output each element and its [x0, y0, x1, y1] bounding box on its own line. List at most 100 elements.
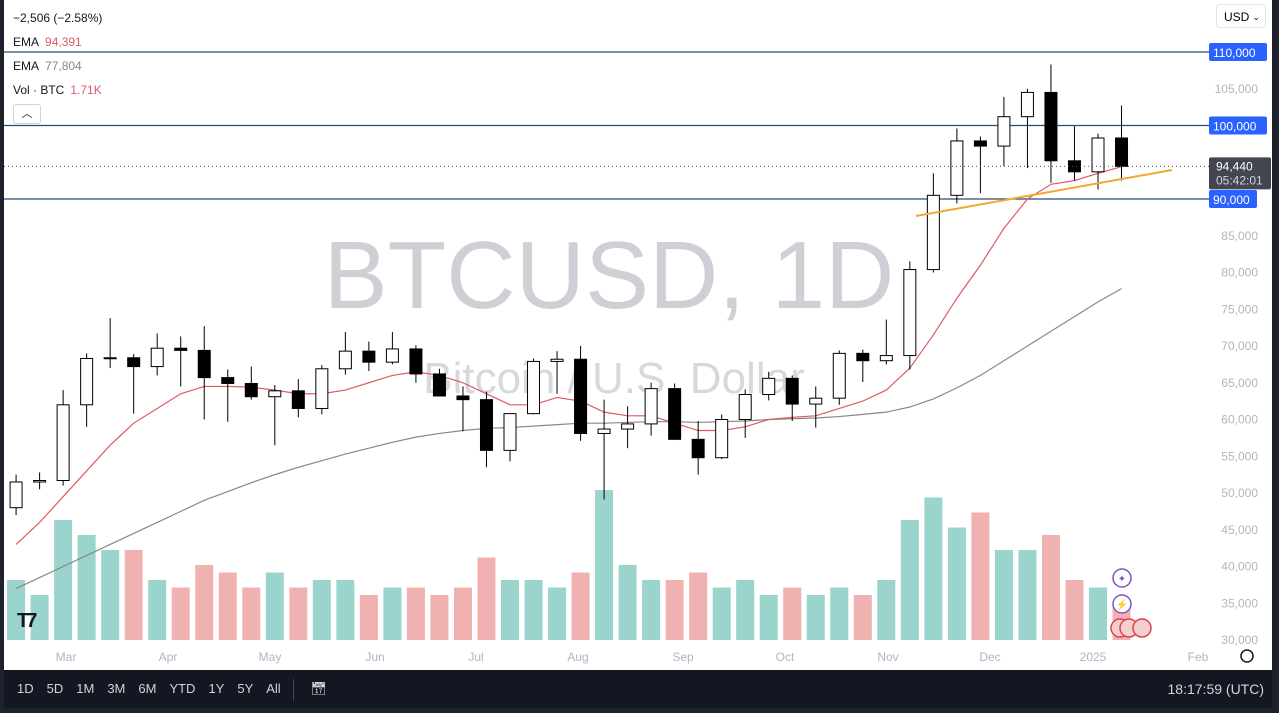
- volume-bar: [1089, 587, 1107, 640]
- legend: −2,506 (−2.58%) EMA 94,391 EMA 77,804 Vol …: [13, 6, 102, 124]
- y-tick-label: 85,000: [1221, 229, 1258, 243]
- range-1m[interactable]: 1M: [76, 681, 95, 696]
- volume-bar: [101, 550, 120, 640]
- volume-bar: [7, 580, 26, 640]
- volume-bar: [289, 587, 308, 640]
- calendar-goto-icon[interactable]: 📅︎: [310, 681, 327, 696]
- level-price-label: 100,000: [1213, 120, 1257, 134]
- candle-body: [997, 116, 1011, 147]
- level-price-tag: [1209, 116, 1267, 135]
- currency-select[interactable]: USD ⌄: [1216, 4, 1266, 28]
- range-6m[interactable]: 6M: [138, 681, 157, 696]
- volume-bar: [571, 572, 590, 640]
- y-tick-label: 55,000: [1221, 449, 1258, 463]
- x-tick-label: Dec: [979, 650, 1000, 664]
- ema-slow-line: [15, 288, 1122, 590]
- chevron-down-icon: ⌄: [1252, 12, 1260, 22]
- volume-bar: [430, 595, 449, 640]
- volume-bar: [171, 587, 190, 640]
- y-tick-label: 35,000: [1221, 596, 1258, 610]
- candle-body: [832, 352, 846, 399]
- volume-bar: [30, 595, 49, 640]
- candle-body: [950, 140, 964, 196]
- legend-ema-fast[interactable]: EMA 94,391: [13, 35, 82, 49]
- candle-body: [127, 357, 141, 368]
- x-tick-label: Mar: [56, 650, 77, 664]
- range-5d[interactable]: 5D: [46, 681, 64, 696]
- candle-body: [644, 388, 658, 425]
- candle-body: [903, 269, 917, 357]
- candle-body: [1020, 91, 1034, 118]
- y-tick-label: 30,000: [1221, 633, 1258, 647]
- volume-bar: [406, 587, 425, 640]
- x-tick-label: May: [259, 650, 282, 664]
- volume-bar: [265, 572, 284, 640]
- candle-body: [80, 357, 94, 406]
- candle-body: [362, 350, 376, 363]
- x-tick-label: Jun: [365, 650, 384, 664]
- candle-body: [174, 347, 188, 351]
- candle-body: [315, 368, 329, 409]
- candle-body: [1067, 160, 1081, 173]
- us-flag-event-icon: [1132, 618, 1152, 638]
- volume-bar: [54, 520, 73, 640]
- chart-area[interactable]: BTCUSD, 1D Bitcoin / U.S. Dollar 30,000 35,…: [4, 0, 1272, 670]
- volume-bar: [218, 572, 237, 640]
- collapse-legend-button[interactable]: ︿: [13, 104, 41, 124]
- range-3m[interactable]: 3M: [107, 681, 126, 696]
- candle-body: [785, 377, 799, 405]
- volume-bar: [548, 587, 567, 640]
- volume-bar: [618, 565, 637, 640]
- tradingview-logo[interactable]: T7: [17, 610, 37, 632]
- candle-body: [527, 360, 541, 415]
- candle-body: [385, 348, 399, 363]
- x-tick-label: Nov: [877, 650, 898, 664]
- candle-body: [738, 394, 752, 421]
- volume-bar: [1018, 550, 1037, 640]
- range-all[interactable]: All: [266, 681, 281, 696]
- range-ytd[interactable]: YTD: [169, 681, 196, 696]
- clock[interactable]: 18:17:59 (UTC): [1167, 681, 1264, 697]
- volume-bar: [359, 595, 378, 640]
- range-1y[interactable]: 1Y: [208, 681, 225, 696]
- range-5y[interactable]: 5Y: [237, 681, 254, 696]
- candle-body: [479, 399, 493, 451]
- volume-bar: [477, 557, 496, 640]
- settings-icon[interactable]: [1240, 649, 1254, 663]
- volume-bar: [642, 580, 661, 640]
- volume-bar: [900, 520, 919, 640]
- legend-ema-slow[interactable]: EMA 77,804: [13, 59, 82, 73]
- last-price-tag: [1209, 157, 1271, 190]
- candle-body: [926, 194, 940, 271]
- candle-body: [762, 377, 776, 396]
- volume-bar: [947, 527, 966, 640]
- event-flash-icon: ⚡: [1116, 598, 1128, 611]
- volume-bar: [830, 587, 849, 640]
- candle-body: [103, 357, 117, 360]
- y-tick-label: 50,000: [1221, 486, 1258, 500]
- y-tick-label: 45,000: [1221, 523, 1258, 537]
- volume-bar: [312, 580, 331, 640]
- event-flash-icon: [1112, 594, 1132, 614]
- candle-body: [1044, 91, 1058, 162]
- candle-body: [809, 397, 823, 405]
- volume-bar: [383, 587, 402, 640]
- level-price-tag: [1209, 190, 1257, 208]
- x-tick-label: Sep: [672, 650, 694, 664]
- candle-body: [503, 413, 517, 451]
- candle-body: [150, 347, 164, 368]
- candle-body: [668, 388, 682, 440]
- legend-volume[interactable]: Vol · BTC 1.71K: [13, 83, 102, 97]
- y-tick-label: 40,000: [1221, 560, 1258, 574]
- y-tick-label: 105,000: [1215, 82, 1259, 96]
- y-tick-label: 60,000: [1221, 413, 1258, 427]
- event-sparkle-icon: ✦: [1118, 574, 1126, 585]
- range-1d[interactable]: 1D: [17, 681, 34, 696]
- volume-bar: [924, 497, 943, 640]
- level-price-tag: [1209, 43, 1267, 61]
- volume-bar: [242, 587, 261, 640]
- watermark-symbol: BTCUSD, 1D: [324, 222, 895, 329]
- x-tick-label: Aug: [567, 650, 588, 664]
- volume-bar: [1065, 580, 1084, 640]
